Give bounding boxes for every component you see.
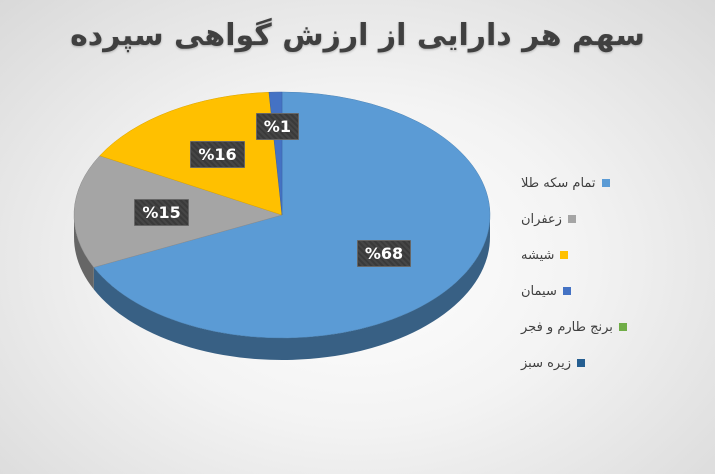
pie-slice-0 (93, 91, 491, 339)
legend-item: سیمان (521, 278, 671, 304)
data-label-0: %68 (356, 239, 412, 267)
pie-side-1 (74, 215, 94, 290)
legend-item: برنج طارم و فجر (521, 314, 671, 340)
legend: تمام سکه طلا زعفران شیشه سیمان برنج طارم… (521, 170, 671, 386)
legend-item: زیره سبز (521, 350, 671, 376)
legend-label: سیمان (521, 283, 557, 299)
legend-swatch (618, 323, 627, 331)
legend-item: زعفران (521, 206, 671, 232)
chart-title: سهم هر دارایی از ارزش گواهی سپرده (70, 18, 645, 53)
legend-swatch (560, 251, 569, 259)
pie-sides (74, 215, 491, 360)
legend-label: شیشه (521, 247, 555, 263)
legend-swatch (577, 359, 586, 367)
legend-label: زیره سبز (521, 355, 572, 371)
legend-label: برنج طارم و فجر (521, 319, 613, 335)
legend-label: زعفران (521, 211, 562, 227)
data-label-1: %15 (134, 199, 189, 227)
legend-label: تمام سکه طلا (521, 175, 596, 191)
legend-swatch (567, 215, 576, 223)
legend-item: شیشه (521, 242, 671, 268)
pie-side-0 (93, 215, 491, 360)
legend-swatch (562, 287, 571, 295)
data-label-2: %16 (190, 141, 245, 169)
legend-item: تمام سکه طلا (521, 170, 671, 196)
legend-swatch (601, 179, 610, 187)
data-label-3: %1 (255, 112, 299, 140)
